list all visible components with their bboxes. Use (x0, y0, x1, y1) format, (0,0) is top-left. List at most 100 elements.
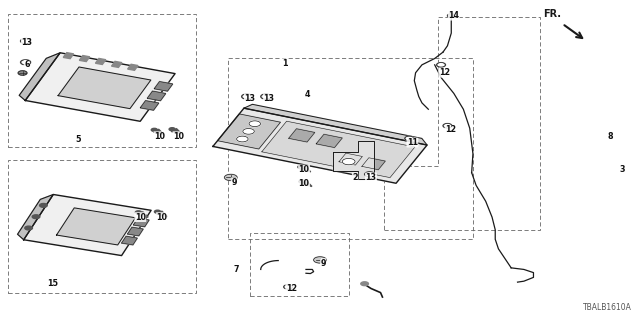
Circle shape (243, 129, 254, 134)
Text: 8: 8 (607, 132, 612, 141)
Polygon shape (19, 53, 60, 100)
Text: 10: 10 (156, 212, 168, 222)
Polygon shape (25, 53, 175, 121)
Circle shape (263, 95, 269, 98)
Circle shape (299, 180, 305, 183)
FancyArrow shape (171, 129, 182, 134)
Polygon shape (213, 108, 427, 183)
Circle shape (285, 285, 291, 288)
Circle shape (298, 165, 304, 169)
Circle shape (367, 173, 372, 176)
Text: 12: 12 (286, 284, 297, 293)
Polygon shape (362, 158, 385, 170)
Polygon shape (95, 59, 106, 64)
FancyArrow shape (301, 181, 312, 187)
FancyArrow shape (300, 166, 311, 172)
Circle shape (18, 71, 27, 75)
Text: 11: 11 (407, 138, 418, 147)
Circle shape (436, 63, 445, 67)
Circle shape (284, 285, 292, 289)
Text: 13: 13 (365, 173, 376, 182)
Circle shape (22, 61, 29, 64)
Text: 10: 10 (299, 179, 310, 188)
Polygon shape (111, 61, 122, 68)
Polygon shape (127, 227, 143, 236)
Polygon shape (56, 208, 136, 245)
FancyArrow shape (154, 129, 164, 135)
Text: 13: 13 (21, 38, 33, 47)
Circle shape (443, 124, 452, 128)
Text: 10: 10 (173, 132, 184, 141)
Circle shape (249, 121, 260, 127)
Text: 13: 13 (244, 94, 255, 103)
Circle shape (361, 282, 369, 286)
Text: 10: 10 (154, 132, 165, 141)
Circle shape (342, 158, 355, 165)
Text: FR.: FR. (543, 9, 561, 19)
Text: 15: 15 (47, 279, 58, 288)
Circle shape (447, 14, 455, 18)
Polygon shape (333, 141, 374, 179)
Circle shape (169, 128, 175, 131)
Circle shape (237, 136, 248, 142)
Polygon shape (262, 121, 415, 178)
Circle shape (244, 95, 250, 98)
Circle shape (406, 137, 412, 140)
Polygon shape (244, 104, 427, 145)
Polygon shape (63, 52, 74, 59)
Circle shape (260, 94, 271, 99)
Text: 9: 9 (321, 259, 326, 268)
Circle shape (242, 94, 252, 99)
FancyArrow shape (138, 212, 148, 217)
Circle shape (445, 124, 450, 127)
Circle shape (365, 172, 375, 177)
Circle shape (438, 63, 444, 66)
Polygon shape (17, 195, 53, 240)
Circle shape (20, 38, 31, 44)
Text: 1: 1 (282, 59, 288, 68)
Circle shape (22, 39, 29, 43)
Text: 6: 6 (24, 60, 29, 69)
Polygon shape (339, 153, 362, 165)
FancyArrow shape (157, 211, 167, 217)
Text: 5: 5 (75, 135, 81, 144)
Bar (8, 14, 196, 147)
Bar (228, 59, 473, 239)
Circle shape (314, 257, 326, 263)
Circle shape (151, 128, 157, 132)
Bar (8, 160, 196, 293)
Polygon shape (122, 236, 138, 245)
Text: 12: 12 (445, 125, 456, 134)
Polygon shape (316, 134, 342, 148)
Text: 12: 12 (438, 68, 450, 77)
Text: 10: 10 (135, 212, 146, 222)
Text: 14: 14 (448, 11, 460, 20)
Text: 13: 13 (264, 94, 275, 103)
Polygon shape (127, 64, 138, 70)
Circle shape (404, 136, 413, 141)
Polygon shape (134, 218, 149, 227)
Bar (250, 233, 349, 296)
Polygon shape (58, 67, 151, 108)
Text: 4: 4 (305, 91, 310, 100)
Circle shape (154, 210, 161, 213)
Text: TBALB1610A: TBALB1610A (584, 303, 632, 312)
Polygon shape (289, 129, 315, 142)
Text: 2: 2 (352, 173, 358, 182)
Polygon shape (154, 82, 173, 91)
Circle shape (225, 174, 237, 180)
Text: 10: 10 (299, 165, 310, 174)
Polygon shape (147, 91, 166, 101)
Circle shape (20, 60, 31, 65)
Circle shape (25, 226, 33, 230)
Text: 7: 7 (233, 265, 239, 274)
Polygon shape (79, 56, 90, 61)
Polygon shape (218, 114, 280, 149)
Circle shape (40, 204, 47, 207)
Polygon shape (24, 195, 151, 256)
Text: 9: 9 (231, 178, 237, 187)
Circle shape (32, 215, 40, 219)
Circle shape (135, 211, 141, 214)
Text: 3: 3 (620, 165, 625, 174)
Polygon shape (140, 101, 159, 110)
